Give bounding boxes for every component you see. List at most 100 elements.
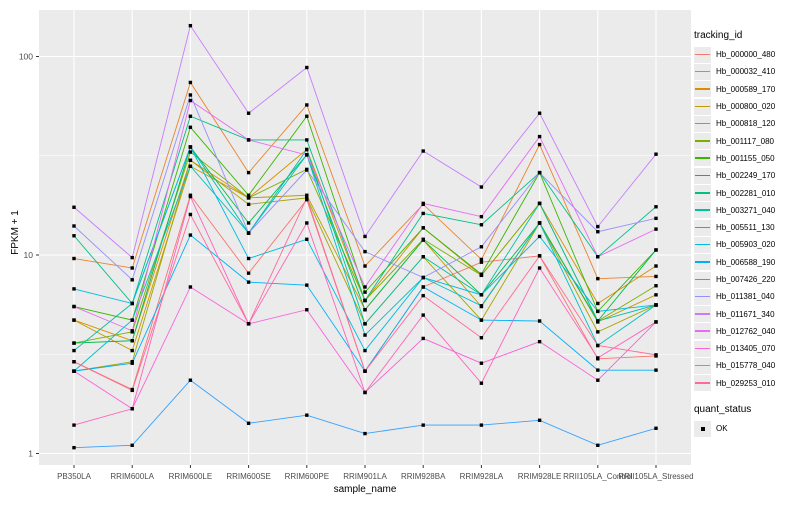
data-point: [537, 234, 542, 239]
data-point: [363, 285, 367, 289]
legend-title-quant-status: quant_status: [694, 403, 752, 415]
data-point: [305, 147, 309, 152]
data-point: [246, 231, 251, 235]
data-point: [537, 339, 542, 344]
data-point: [72, 256, 76, 261]
data-point: [130, 348, 134, 353]
data-point: [654, 426, 658, 430]
data-point: [537, 201, 542, 206]
x-tick-label: RRIM600LA: [110, 472, 154, 481]
data-point: [654, 248, 658, 252]
data-point: [130, 318, 134, 322]
legend-line-icon: [695, 261, 710, 263]
data-point: [246, 193, 251, 197]
data-point: [246, 280, 251, 284]
data-point: [479, 293, 484, 297]
legend-line-icon: [695, 88, 710, 90]
data-point: [305, 103, 309, 107]
data-point: [188, 114, 193, 118]
y-axis-title: FPKM + 1: [10, 210, 21, 255]
legend-key-swatch: [694, 167, 711, 184]
data-point: [363, 390, 367, 395]
data-point: [188, 164, 193, 168]
legend-entry-label: Hb_003271_040: [716, 205, 776, 215]
data-point: [479, 214, 484, 219]
legend-entry-label: Hb_029253_010: [716, 378, 776, 388]
data-point: [246, 202, 251, 207]
legend-entry-label: Hb_012762_040: [716, 326, 776, 336]
data-point: [596, 230, 600, 234]
data-point: [479, 304, 484, 308]
legend-line-icon: [695, 209, 710, 211]
data-point: [72, 234, 76, 238]
data-point: [596, 378, 600, 382]
legend-entry: Hb_001117_080: [694, 132, 775, 150]
data-point: [363, 322, 367, 326]
legend-line-icon: [695, 278, 710, 280]
data-point: [479, 260, 484, 264]
legend-entry: Hb_029253_010: [694, 375, 775, 392]
data-point: [130, 329, 134, 333]
data-point: [421, 149, 425, 153]
legend-entry: Hb_007426_220: [694, 271, 775, 288]
legend-key-swatch: [694, 375, 711, 392]
data-point: [654, 303, 658, 307]
legend-entry-label: Hb_000589_170: [716, 84, 776, 94]
data-point: [246, 138, 251, 142]
legend-key-swatch: [694, 271, 711, 288]
data-point: [246, 256, 251, 261]
data-point: [130, 443, 134, 447]
data-point: [188, 378, 193, 382]
legend-entry-label: Hb_000818_120: [716, 119, 776, 129]
data-point: [305, 65, 309, 70]
data-point: [537, 142, 542, 147]
data-point: [537, 170, 542, 175]
legend-entry-label: Hb_000032_410: [716, 67, 776, 77]
legend-entry: Hb_001155_050: [694, 150, 775, 167]
data-point: [246, 196, 251, 200]
data-point: [72, 287, 76, 291]
data-point: [654, 353, 658, 357]
legend-line-icon: [695, 243, 710, 246]
legend-line-icon: [695, 226, 710, 229]
legend-line-icon: [695, 105, 710, 108]
legend-entry-ok: OK: [694, 420, 775, 437]
legend-key-swatch: [694, 81, 711, 98]
data-point: [537, 319, 542, 323]
legend-key-swatch: [694, 288, 711, 305]
y-tick-label: 10: [24, 250, 34, 260]
legend-key-swatch: [694, 236, 711, 253]
data-point: [421, 211, 425, 216]
data-point: [479, 381, 484, 385]
data-point: [305, 138, 309, 142]
data-point: [305, 114, 309, 118]
data-point: [596, 276, 600, 281]
legend-entry: Hb_000032_410: [694, 63, 775, 80]
data-point: [596, 343, 600, 348]
data-point: [188, 194, 193, 199]
legend-entry-label: Hb_001155_050: [716, 153, 775, 163]
legend-key-swatch: [694, 219, 711, 236]
data-point: [479, 245, 484, 249]
data-point: [130, 339, 134, 343]
data-point: [305, 308, 309, 312]
legend-entry: Hb_013405_070: [694, 340, 775, 357]
x-tick-label: RRII105LA_Control: [563, 472, 633, 481]
data-point: [479, 361, 484, 365]
legend-line-icon: [695, 53, 710, 56]
data-point: [363, 308, 367, 312]
data-point: [421, 423, 425, 427]
legend-key-swatch: [694, 46, 711, 63]
data-point: [246, 221, 251, 225]
legend-entry: Hb_011671_340: [694, 305, 775, 323]
x-tick-label: RRII105LA_Stressed: [618, 472, 693, 481]
data-point: [421, 255, 425, 259]
data-point: [363, 431, 367, 436]
legend-entry: Hb_000818_120: [694, 115, 775, 132]
data-point: [72, 205, 76, 209]
legend-entry: Hb_000589_170: [694, 81, 775, 98]
legend-entry: Hb_011381_040: [694, 288, 775, 305]
data-point: [305, 221, 309, 225]
data-point: [188, 158, 193, 162]
data-point: [654, 284, 658, 288]
